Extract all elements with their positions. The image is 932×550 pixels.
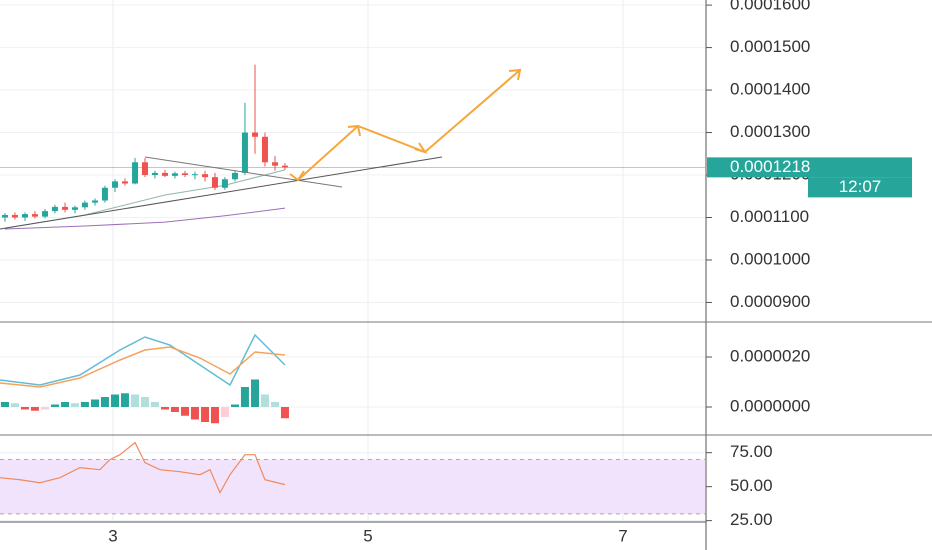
histogram-bar [140,397,149,407]
y-tick-label: 0.0001100 [730,207,809,226]
y-tick-label: 0.0001300 [730,122,810,141]
x-tick-label: 5 [363,526,372,545]
candle-body [1,214,8,218]
candle-body [121,181,128,184]
moving-average [4,207,286,230]
histogram-bar [181,407,190,416]
rsi-band [0,459,705,514]
candle-body [101,187,108,201]
x-tick-label: 3 [108,526,117,545]
histogram-bar [251,379,260,407]
candle-body [272,162,279,166]
y-tick-label: 0.0000000 [730,396,810,415]
y-tick-label: 0.0001400 [730,80,810,99]
histogram-bar [280,407,289,419]
candle-body [202,174,209,178]
histogram-bar [131,394,140,407]
arrow-head [508,68,522,81]
candle-body [221,179,228,188]
y-tick-label: 0.0000900 [730,292,810,311]
last-price-label: 0.0001218 [730,157,810,176]
countdown-box [808,177,912,198]
candle-body [191,174,198,176]
y-tick-label: 75.00 [730,442,773,461]
drawings [0,68,522,230]
candle-body [91,200,98,203]
histogram-bar [260,394,269,407]
histogram-bar [170,407,179,412]
candle-body [261,136,268,163]
histogram-bar [160,407,169,410]
candle-body [281,165,288,168]
histogram-bar [10,403,19,407]
arrow-head [289,170,305,182]
rsi-line [0,441,286,494]
histogram-bar [210,407,219,424]
histogram-bar [20,407,29,410]
forecast-path [297,69,521,181]
y-tick-label: 50.00 [730,476,773,495]
histogram-bar [150,402,159,407]
trend-line [144,156,343,188]
candle-body [132,162,139,184]
histogram-bar [240,387,249,407]
histogram-bar [0,402,9,407]
candle-body [112,181,119,188]
histogram-bar [50,404,59,407]
histogram-bar [271,402,280,407]
candle-body [252,132,259,137]
candle-body [182,173,189,176]
candle-body [232,172,238,180]
y-tick-label: 0.0001500 [730,37,810,56]
y-tick-label: 0.0001600 [730,0,810,14]
candle-body [71,207,78,210]
candle-body [31,214,38,217]
candle-body [51,206,58,212]
last-price-box [707,157,912,178]
y-tick-label: 0.0000020 [730,346,810,365]
candle-body [81,202,88,208]
candle-body [11,214,18,218]
arrow-head [414,142,428,154]
histogram-bar [220,407,229,417]
candle-body [171,173,178,176]
histogram-bar [41,407,50,410]
candle-body [151,172,158,176]
histogram-bar [111,394,120,407]
trend-line [0,156,443,230]
arrow-head [347,124,361,137]
panes: 0.00009000.00010000.00011000.00012000.00… [0,0,912,545]
histogram-bar [201,407,210,422]
countdown-label: 12:07 [839,177,882,196]
y-tick-label: 0.0001000 [730,249,810,268]
histogram-bar [80,402,89,407]
histogram-bar [190,407,199,420]
candle-body [141,162,148,176]
candle-body [21,214,28,218]
candle-body [62,206,69,210]
candle-body [241,132,248,173]
histogram-bar [70,403,79,407]
x-tick-label: 7 [618,526,627,545]
histogram-bar [231,404,239,407]
macd-line [0,346,286,388]
candle-body [42,211,49,217]
candle-body [161,172,168,176]
histogram-bar [30,407,39,411]
histogram-bar [61,402,70,407]
histogram-bar [120,393,129,407]
candle-body [211,177,218,188]
histogram-bar [90,399,99,407]
histogram-bar [100,397,109,407]
y-tick-label: 25.00 [730,510,773,529]
macd-line [0,333,286,387]
